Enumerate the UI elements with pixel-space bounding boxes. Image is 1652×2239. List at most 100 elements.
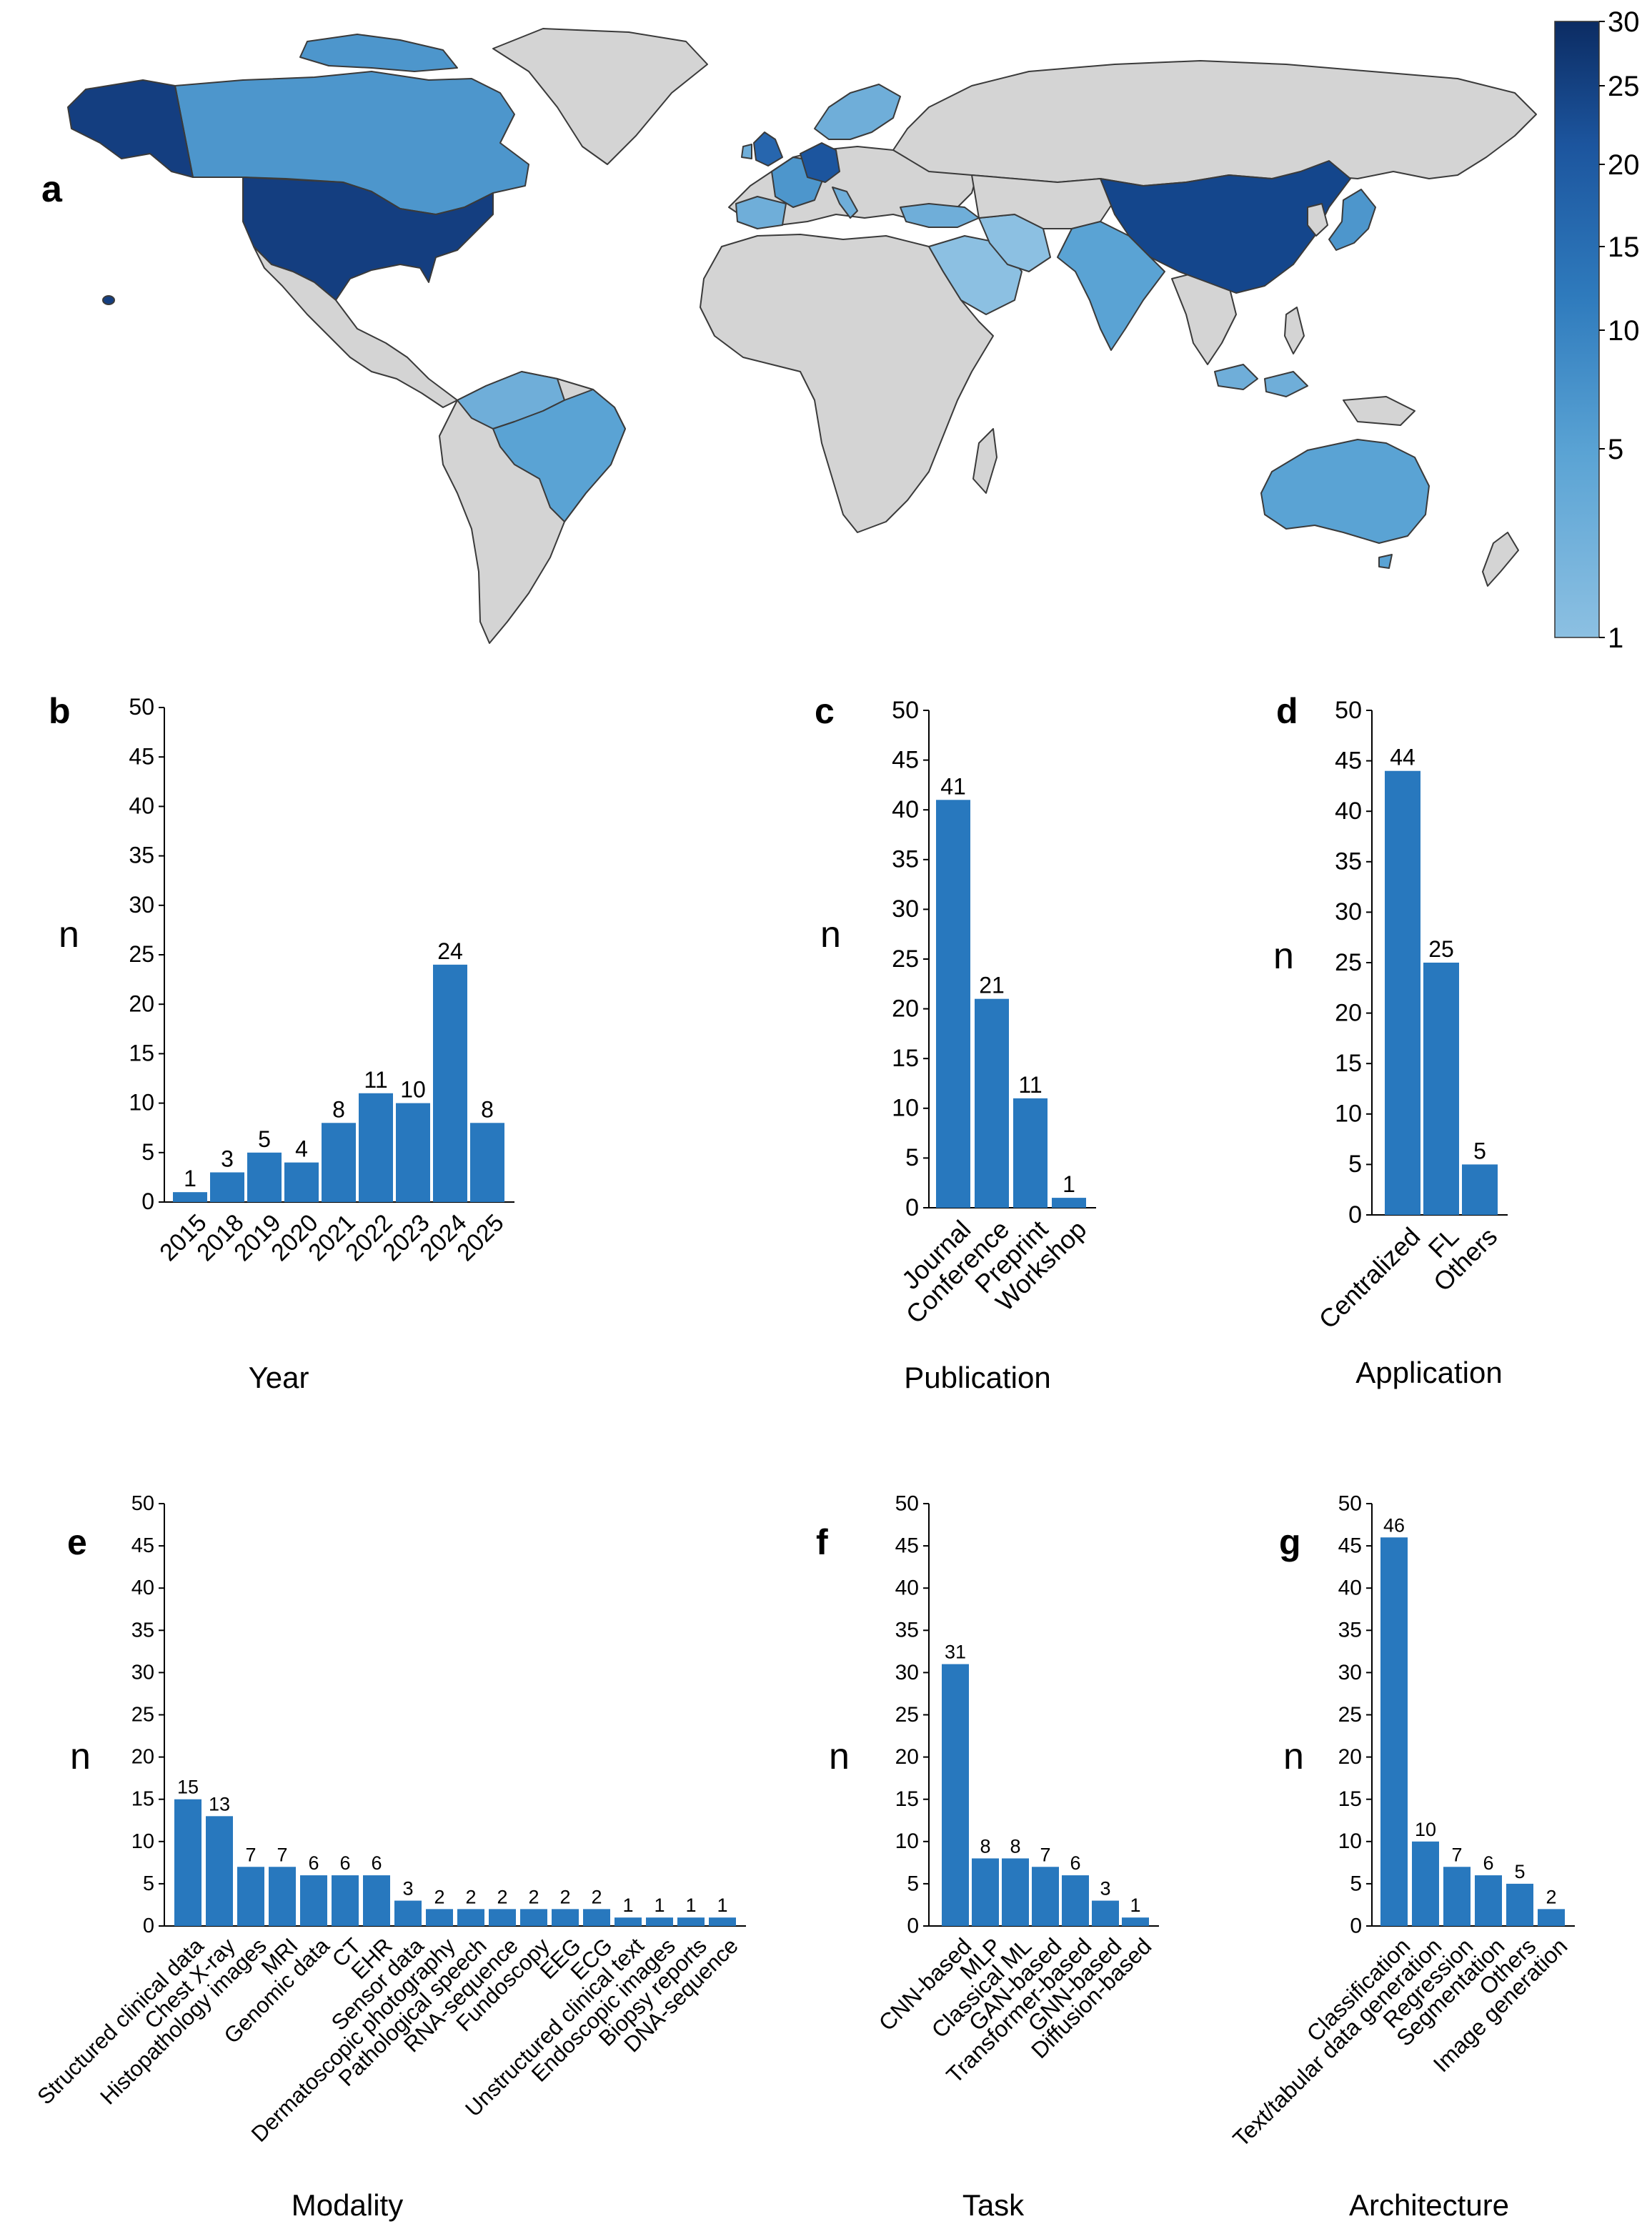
bar: [359, 1093, 393, 1202]
bar: [322, 1123, 356, 1202]
y-tick-label: 35: [1338, 1619, 1362, 1642]
y-tick-label: 25: [892, 945, 919, 973]
bar-value-label: 1: [184, 1166, 196, 1191]
y-tick-label: 50: [892, 697, 919, 724]
bar: [332, 1875, 359, 1926]
bar-value-label: 5: [1514, 1861, 1525, 1882]
y-tick-label: 40: [1335, 798, 1362, 825]
bar-value-label: 21: [979, 973, 1005, 998]
y-tick-label: 25: [129, 941, 154, 967]
region-spain: [735, 196, 787, 229]
bar: [1443, 1867, 1471, 1926]
bar-value-label: 10: [400, 1077, 426, 1103]
y-tick-label: 40: [892, 796, 919, 823]
bar-value-label: 1: [717, 1895, 727, 1916]
bar-value-label: 7: [1451, 1844, 1462, 1865]
y-tick-label: 50: [895, 1491, 919, 1515]
bar-value-label: 7: [245, 1844, 256, 1865]
bar-value-label: 10: [1415, 1819, 1436, 1840]
bar: [709, 1917, 736, 1926]
bar-value-label: 8: [980, 1835, 990, 1857]
y-tick-label: 40: [1338, 1577, 1362, 1600]
region-indonesia: [1214, 364, 1258, 390]
y-tick-label: 5: [141, 1139, 154, 1165]
y-tick-label: 50: [1335, 697, 1362, 724]
y-tick-label: 35: [892, 846, 919, 873]
y-tick-label: 40: [131, 1577, 154, 1599]
region-korea: [1307, 203, 1328, 237]
y-tick-label: 15: [1338, 1787, 1362, 1811]
y-tick-label: 15: [895, 1787, 919, 1811]
bar-value-label: 2: [1546, 1886, 1556, 1907]
y-tick-label: 35: [1335, 848, 1362, 875]
y-axis-label-f: n: [829, 1736, 850, 1777]
y-tick-label: 20: [1338, 1745, 1362, 1769]
bar-value-label: 6: [371, 1852, 382, 1874]
y-tick-label: 15: [1335, 1050, 1362, 1077]
y-axis-label-d: n: [1273, 935, 1294, 977]
bar: [1412, 1841, 1439, 1926]
bar-value-label: 2: [528, 1886, 539, 1907]
y-tick-label: 45: [129, 743, 154, 769]
panel-label-b: b: [49, 691, 71, 731]
region-canada-islands: [299, 34, 458, 72]
bar: [394, 1900, 422, 1926]
bar: [470, 1123, 504, 1202]
bar-value-label: 1: [622, 1895, 633, 1916]
bar-value-label: 3: [402, 1878, 413, 1900]
bar-value-label: 31: [945, 1642, 966, 1663]
bar-value-label: 3: [1100, 1878, 1110, 1900]
region-china: [1100, 160, 1351, 294]
bar: [942, 1664, 969, 1926]
region-uk: [753, 131, 783, 167]
bar-value-label: 11: [1018, 1072, 1042, 1098]
y-tick-label: 0: [1350, 1914, 1362, 1937]
bar: [1052, 1198, 1086, 1208]
y-tick-label: 10: [131, 1830, 154, 1853]
bar: [1122, 1917, 1149, 1926]
panel-label-f: f: [816, 1522, 828, 1562]
panel-label-a: a: [41, 169, 63, 210]
world-map: a: [41, 6, 1640, 654]
y-tick-label: 15: [892, 1045, 919, 1072]
y-tick-label: 45: [1338, 1534, 1362, 1557]
y-tick-label: 5: [905, 1144, 919, 1171]
bar: [1380, 1537, 1408, 1926]
bar: [1538, 1909, 1565, 1926]
y-tick-label: 20: [131, 1746, 154, 1769]
y-tick-label: 0: [1348, 1201, 1362, 1228]
y-tick-label: 0: [905, 1194, 919, 1221]
bar-value-label: 41: [940, 773, 966, 799]
bar: [975, 998, 1009, 1208]
bar: [1506, 1883, 1533, 1926]
bar: [1475, 1875, 1502, 1926]
y-tick-label: 5: [907, 1872, 919, 1895]
bar: [646, 1917, 673, 1926]
colorbar-tick-label: 5: [1608, 434, 1623, 465]
bar-value-label: 25: [1428, 936, 1454, 962]
bar-value-label: 2: [497, 1886, 507, 1907]
y-tick-label: 45: [131, 1534, 154, 1557]
region-tasmania: [1378, 554, 1393, 569]
y-tick-label: 10: [129, 1090, 154, 1116]
bar: [426, 1909, 453, 1926]
bar: [247, 1152, 282, 1202]
y-tick-label: 30: [1335, 898, 1362, 925]
region-japan: [1328, 189, 1376, 251]
region-new-guinea: [1343, 396, 1415, 426]
region-australia: [1260, 439, 1430, 544]
panel-label-c: c: [815, 691, 835, 731]
bar-value-label: 5: [1473, 1138, 1486, 1163]
bar: [583, 1909, 610, 1926]
bar-value-label: 2: [434, 1886, 444, 1907]
bar-value-label: 24: [437, 938, 463, 964]
bar: [936, 800, 970, 1208]
y-tick-label: 40: [129, 793, 154, 818]
bar: [520, 1909, 547, 1926]
bar-value-label: 1: [654, 1895, 665, 1916]
y-tick-label: 20: [895, 1745, 919, 1769]
region-germany: [800, 142, 840, 183]
bar-value-label: 7: [1040, 1844, 1050, 1865]
colorbar-tick-label: 20: [1608, 149, 1640, 181]
